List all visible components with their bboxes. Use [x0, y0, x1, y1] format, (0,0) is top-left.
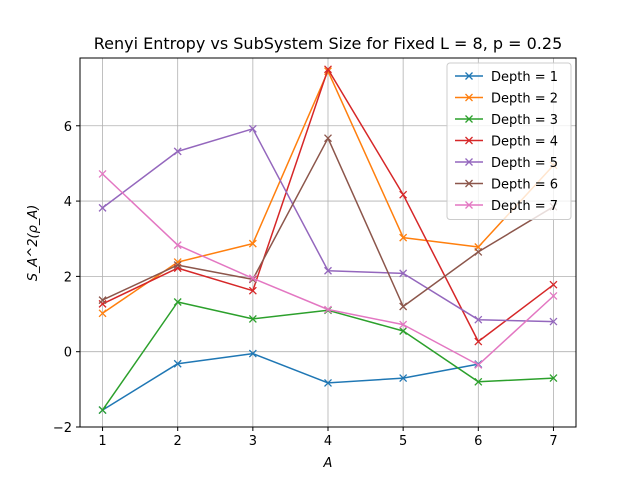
data-point-marker	[248, 239, 257, 248]
data-point-marker	[98, 170, 107, 178]
data-point-marker	[399, 233, 408, 242]
data-point-marker	[248, 274, 257, 283]
y-tick-label: 2	[64, 270, 72, 285]
data-point-marker	[324, 378, 332, 387]
data-point-marker	[98, 203, 107, 212]
axis-ticks: 1 2 3 4 5 6 7 −2 0 2 4 6	[53, 120, 558, 449]
x-tick-label: 7	[549, 434, 557, 449]
legend-swatch-marker	[465, 72, 473, 80]
data-point-marker	[474, 377, 483, 386]
legend-box	[446, 62, 572, 220]
legend-label: Depth = 5	[491, 156, 558, 171]
x-tick-label: 6	[474, 434, 482, 449]
data-point-marker	[324, 65, 332, 74]
series-lines	[98, 65, 558, 415]
x-tick-label: 3	[249, 434, 257, 449]
data-point-marker	[98, 406, 107, 415]
y-tick-label: 4	[64, 195, 72, 210]
y-tick-label: −2	[53, 421, 72, 436]
x-axis-label: A	[323, 456, 333, 471]
data-point-marker	[474, 247, 483, 256]
legend-item: Depth = 7	[455, 199, 558, 214]
legend-swatch-marker	[465, 115, 473, 123]
data-point-marker	[173, 261, 182, 270]
x-tick-label: 4	[324, 434, 332, 449]
data-point-marker	[474, 315, 483, 324]
data-point-marker	[399, 269, 408, 278]
legend-label: Depth = 2	[491, 92, 558, 107]
legend-label: Depth = 1	[491, 70, 558, 85]
data-point-marker	[399, 374, 408, 383]
legend-label: Depth = 6	[491, 178, 558, 193]
data-point-marker	[399, 327, 408, 335]
legend-item: Depth = 3	[455, 113, 558, 128]
data-point-marker	[324, 266, 332, 275]
data-point-marker	[474, 337, 483, 346]
legend-label: Depth = 3	[491, 113, 558, 128]
series-depth-7	[98, 170, 558, 369]
y-tick-label: 0	[64, 346, 72, 361]
legend-swatch-marker	[465, 158, 473, 166]
data-point-marker	[98, 309, 107, 318]
legend-item: Depth = 2	[455, 92, 558, 107]
legend-item: Depth = 6	[455, 178, 558, 193]
data-point-marker	[549, 374, 558, 383]
data-point-marker	[324, 134, 332, 143]
data-point-marker	[173, 241, 182, 250]
data-point-marker	[98, 296, 107, 305]
series-depth-5	[98, 124, 558, 326]
data-point-marker	[399, 190, 408, 199]
data-point-marker	[173, 258, 182, 267]
legend-item: Depth = 4	[455, 135, 558, 150]
y-tick-label: 6	[64, 120, 72, 135]
legend-swatch-marker	[465, 179, 473, 188]
data-point-marker	[248, 314, 257, 323]
data-point-marker	[399, 320, 408, 329]
x-tick-label: 5	[399, 434, 407, 449]
legend-item: Depth = 5	[455, 156, 558, 171]
legend-item: Depth = 1	[455, 70, 558, 85]
data-point-marker	[248, 286, 257, 295]
data-point-marker	[173, 359, 182, 368]
data-point-marker	[549, 292, 558, 300]
legend: Depth = 1 Depth = 2 Depth = 3 Depth = 4 Dept…	[446, 62, 572, 220]
series-depth-4	[98, 65, 558, 346]
x-tick-label: 2	[174, 434, 182, 449]
legend-label: Depth = 4	[491, 135, 558, 150]
data-point-marker	[173, 147, 182, 156]
legend-swatch-marker	[465, 136, 473, 145]
legend-swatch-marker	[465, 201, 473, 209]
y-axis-label: S_A^2(ρ_A)	[26, 205, 41, 282]
data-point-marker	[324, 305, 332, 314]
data-point-marker	[549, 317, 558, 326]
data-point-marker	[549, 280, 558, 289]
legend-label: Depth = 7	[491, 199, 558, 214]
series-line	[102, 352, 479, 411]
data-point-marker	[248, 124, 257, 133]
data-point-marker	[248, 349, 257, 358]
data-point-marker	[173, 298, 182, 306]
legend-swatch-marker	[465, 93, 473, 102]
data-point-marker	[399, 302, 408, 311]
x-tick-label: 1	[98, 434, 106, 449]
chart-title: Renyi Entropy vs SubSystem Size for Fixe…	[94, 34, 563, 53]
data-point-marker	[474, 360, 483, 369]
